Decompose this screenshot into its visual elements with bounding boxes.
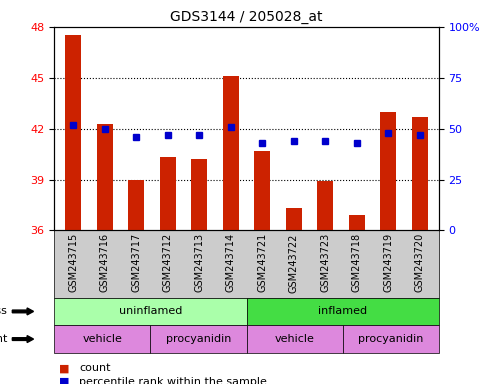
Bar xyxy=(65,35,81,230)
Bar xyxy=(412,117,428,230)
Bar xyxy=(97,124,112,230)
Title: GDS3144 / 205028_at: GDS3144 / 205028_at xyxy=(170,10,323,25)
Text: ■: ■ xyxy=(59,377,70,384)
Bar xyxy=(317,181,333,230)
Bar xyxy=(128,180,144,230)
Text: uninflamed: uninflamed xyxy=(119,306,182,316)
Bar xyxy=(381,112,396,230)
Text: procyanidin: procyanidin xyxy=(358,334,423,344)
Bar xyxy=(254,151,270,230)
Text: ■: ■ xyxy=(59,363,70,373)
Bar xyxy=(160,157,176,230)
Text: percentile rank within the sample: percentile rank within the sample xyxy=(79,377,267,384)
Text: inflamed: inflamed xyxy=(318,306,367,316)
Bar xyxy=(191,159,207,230)
Text: agent: agent xyxy=(0,334,7,344)
Bar xyxy=(223,76,239,230)
Text: vehicle: vehicle xyxy=(82,334,122,344)
Bar xyxy=(286,209,302,230)
Text: stress: stress xyxy=(0,306,7,316)
Bar xyxy=(349,215,365,230)
Text: count: count xyxy=(79,363,110,373)
Text: vehicle: vehicle xyxy=(275,334,315,344)
Text: procyanidin: procyanidin xyxy=(166,334,231,344)
